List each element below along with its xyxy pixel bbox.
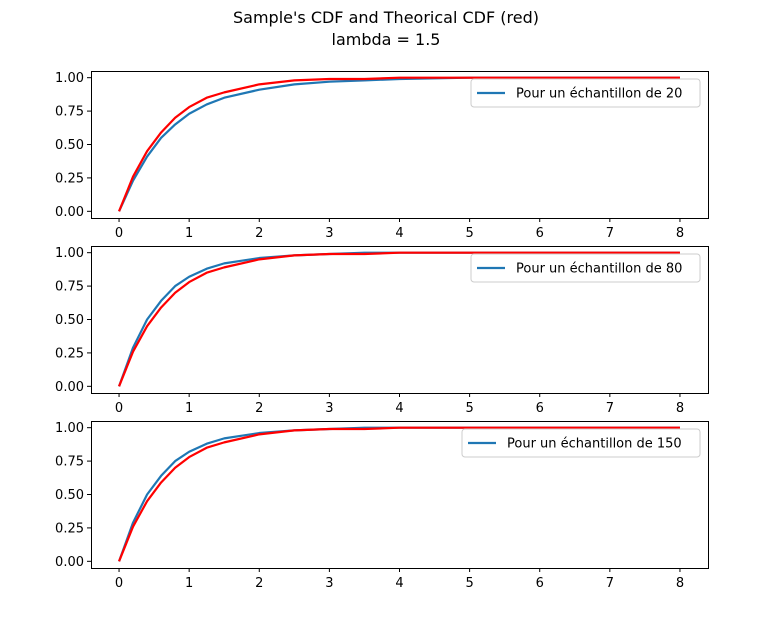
- y-tick-label: 1.00: [55, 71, 84, 86]
- x-tick-label: 0: [115, 226, 123, 241]
- x-tick-label: 3: [325, 576, 333, 591]
- x-tick-label: 2: [255, 401, 263, 416]
- x-tick-label: 6: [536, 401, 544, 416]
- y-tick-label: 0.00: [55, 205, 84, 220]
- y-tick-label: 0.00: [55, 380, 84, 395]
- legend-box: [470, 78, 701, 108]
- legend-box: [470, 253, 701, 283]
- x-tick-label: 3: [325, 226, 333, 241]
- figure-title-line1: Sample's CDF and Theorical CDF (red): [233, 8, 539, 27]
- legend: Pour un échantillon de 150: [461, 428, 701, 458]
- x-tick-label: 5: [465, 226, 473, 241]
- x-tick-label: 2: [255, 576, 263, 591]
- x-tick-label: 5: [465, 576, 473, 591]
- x-tick-label: 1: [185, 576, 193, 591]
- legend-label: Pour un échantillon de 150: [507, 437, 682, 452]
- y-tick-label: 0.75: [55, 105, 84, 120]
- legend: Pour un échantillon de 20: [470, 78, 701, 108]
- y-tick-label: 0.00: [55, 555, 84, 570]
- legend-label: Pour un échantillon de 20: [516, 87, 682, 102]
- legend-box: [461, 428, 701, 458]
- y-tick-label: 0.50: [55, 138, 84, 153]
- y-tick-label: 0.25: [55, 171, 84, 186]
- subplot-group: 0 1 2 3 4 5 6 7 8 0.00 0.25 0.50 0.75 1.00 Pour un éch…: [55, 71, 709, 591]
- legend-label: Pour un échantillon de 80: [516, 262, 682, 277]
- legend: Pour un échantillon de 80: [470, 253, 701, 283]
- x-tick-label: 4: [395, 576, 403, 591]
- subplot-2: 0 1 2 3 4 5 6 7 8 0.00 0.25 0.50 0.75 1.00 Pour un éch…: [55, 246, 709, 416]
- theoretical-cdf-line: [118, 251, 680, 387]
- x-tick-label: 8: [676, 401, 684, 416]
- y-tick-label: 0.50: [55, 488, 84, 503]
- y-tick-label: 0.25: [55, 346, 84, 361]
- x-tick-label: 6: [536, 576, 544, 591]
- x-tick-label: 0: [115, 401, 123, 416]
- y-tick-label: 0.50: [55, 313, 84, 328]
- x-tick-label: 3: [325, 401, 333, 416]
- x-tick-label: 7: [606, 226, 614, 241]
- subplot-1: 0 1 2 3 4 5 6 7 8 0.00 0.25 0.50 0.75 1.00 Pour un éch…: [55, 71, 709, 241]
- x-tick-label: 6: [536, 226, 544, 241]
- y-tick-label: 0.75: [55, 280, 84, 295]
- x-tick-label: 1: [185, 226, 193, 241]
- x-tick-label: 8: [676, 226, 684, 241]
- x-tick-label: 1: [185, 401, 193, 416]
- figure-title-line2: lambda = 1.5: [332, 30, 441, 49]
- subplot-3: 0 1 2 3 4 5 6 7 8 0.00 0.25 0.50 0.75 1.00 Pour un éch…: [55, 421, 709, 591]
- x-tick-label: 0: [115, 576, 123, 591]
- x-tick-label: 4: [395, 226, 403, 241]
- y-tick-label: 1.00: [55, 421, 84, 436]
- y-tick-label: 0.75: [55, 455, 84, 470]
- theoretical-cdf-line: [118, 426, 680, 562]
- x-tick-label: 5: [465, 401, 473, 416]
- y-tick-label: 0.25: [55, 521, 84, 536]
- x-tick-label: 7: [606, 576, 614, 591]
- x-tick-label: 4: [395, 401, 403, 416]
- x-tick-label: 2: [255, 226, 263, 241]
- x-tick-label: 7: [606, 401, 614, 416]
- theoretical-cdf-line: [118, 76, 680, 212]
- y-tick-label: 1.00: [55, 246, 84, 261]
- x-tick-label: 8: [676, 576, 684, 591]
